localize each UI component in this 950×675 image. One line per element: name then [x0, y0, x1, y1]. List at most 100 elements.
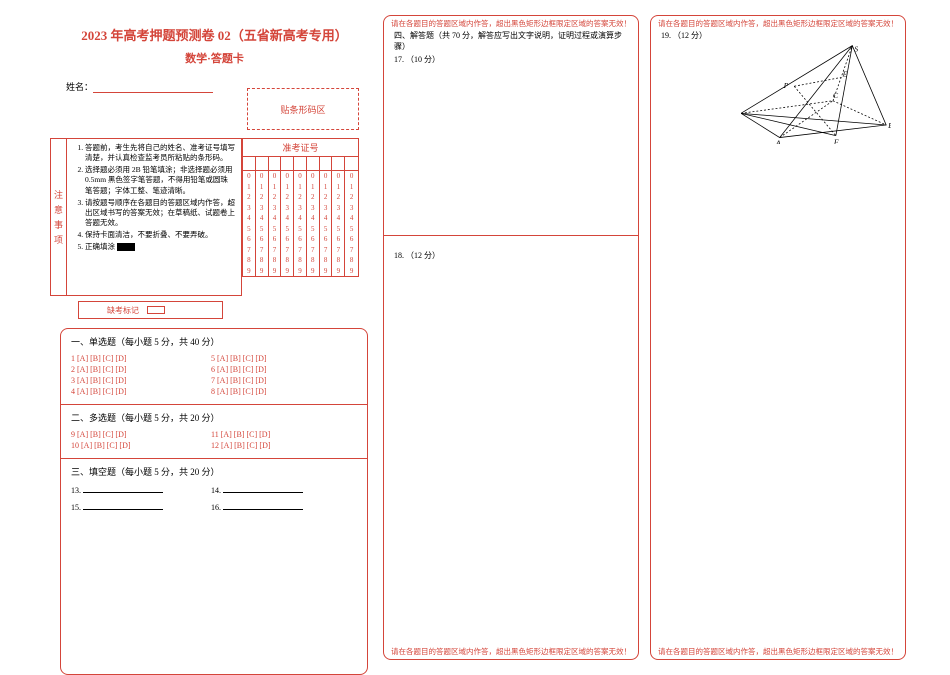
admit-cell[interactable] — [269, 157, 281, 171]
admit-bubble[interactable]: 7 — [256, 245, 268, 256]
admit-bubble[interactable]: 9 — [320, 266, 332, 277]
admit-bubble[interactable]: 8 — [269, 255, 281, 266]
admit-bubble[interactable]: 7 — [307, 245, 319, 256]
admit-bubble[interactable]: 8 — [307, 255, 319, 266]
choice-cell[interactable]: 11 [A] [B] [C] [D] — [211, 430, 351, 439]
admit-bubble[interactable]: 7 — [243, 245, 255, 256]
admit-bubble[interactable]: 3 — [281, 203, 293, 214]
choice-cell[interactable]: 2 [A] [B] [C] [D] — [71, 365, 211, 374]
admit-bubble[interactable]: 5 — [281, 224, 293, 235]
admit-bubble[interactable]: 6 — [345, 234, 358, 245]
admit-bubble[interactable]: 6 — [269, 234, 281, 245]
admit-bubble[interactable]: 0 — [269, 171, 281, 182]
admit-bubble[interactable]: 8 — [294, 255, 306, 266]
admit-bubble[interactable]: 3 — [256, 203, 268, 214]
admit-cell[interactable] — [294, 157, 306, 171]
admit-bubble[interactable]: 6 — [332, 234, 344, 245]
admit-cell[interactable] — [332, 157, 344, 171]
admit-bubble[interactable]: 7 — [269, 245, 281, 256]
admit-bubble[interactable]: 9 — [243, 266, 255, 277]
admit-bubble[interactable]: 2 — [307, 192, 319, 203]
admit-bubble[interactable]: 4 — [243, 213, 255, 224]
admit-bubble[interactable]: 4 — [307, 213, 319, 224]
admit-bubble[interactable]: 6 — [243, 234, 255, 245]
choice-cell[interactable]: 1 [A] [B] [C] [D] — [71, 354, 211, 363]
admit-bubble[interactable]: 8 — [320, 255, 332, 266]
admit-bubble[interactable]: 1 — [243, 182, 255, 193]
admit-bubble[interactable]: 9 — [294, 266, 306, 277]
admit-bubble[interactable]: 0 — [332, 171, 344, 182]
admit-bubble[interactable]: 0 — [294, 171, 306, 182]
choice-cell[interactable]: 8 [A] [B] [C] [D] — [211, 387, 351, 396]
admit-cell[interactable] — [243, 157, 255, 171]
admit-bubble[interactable]: 3 — [294, 203, 306, 214]
admit-bubble[interactable]: 2 — [281, 192, 293, 203]
admit-bubble[interactable]: 8 — [243, 255, 255, 266]
admit-bubble[interactable]: 3 — [243, 203, 255, 214]
admit-cell[interactable] — [345, 157, 358, 171]
admit-cell[interactable] — [320, 157, 332, 171]
admit-bubble[interactable]: 0 — [256, 171, 268, 182]
admit-bubble[interactable]: 4 — [332, 213, 344, 224]
admit-bubble[interactable]: 7 — [320, 245, 332, 256]
admit-bubble[interactable]: 9 — [269, 266, 281, 277]
admit-bubble[interactable]: 4 — [320, 213, 332, 224]
admit-bubble[interactable]: 8 — [281, 255, 293, 266]
admit-bubble[interactable]: 6 — [320, 234, 332, 245]
admit-bubble[interactable]: 3 — [320, 203, 332, 214]
admit-bubble[interactable]: 0 — [345, 171, 358, 182]
admit-bubble[interactable]: 5 — [256, 224, 268, 235]
admit-bubble[interactable]: 1 — [269, 182, 281, 193]
admit-bubble[interactable]: 4 — [345, 213, 358, 224]
admit-bubble[interactable]: 9 — [345, 266, 358, 277]
choice-cell[interactable]: 4 [A] [B] [C] [D] — [71, 387, 211, 396]
admit-bubble[interactable]: 0 — [243, 171, 255, 182]
admit-bubble[interactable]: 6 — [294, 234, 306, 245]
absent-rect[interactable] — [147, 306, 165, 314]
blank-input-line[interactable] — [223, 492, 303, 493]
admit-bubble[interactable]: 3 — [307, 203, 319, 214]
admit-bubble[interactable]: 5 — [243, 224, 255, 235]
admit-bubble[interactable]: 7 — [332, 245, 344, 256]
blank-input-line[interactable] — [83, 492, 163, 493]
choice-cell[interactable]: 9 [A] [B] [C] [D] — [71, 430, 211, 439]
admit-bubble[interactable]: 1 — [345, 182, 358, 193]
admit-bubble[interactable]: 4 — [269, 213, 281, 224]
admit-bubble[interactable]: 2 — [256, 192, 268, 203]
admit-bubble[interactable]: 1 — [307, 182, 319, 193]
admit-cell[interactable] — [281, 157, 293, 171]
admit-bubble[interactable]: 1 — [294, 182, 306, 193]
admit-bubble[interactable]: 5 — [269, 224, 281, 235]
admit-bubble[interactable]: 9 — [281, 266, 293, 277]
admit-bubble[interactable]: 8 — [256, 255, 268, 266]
blank-input-line[interactable] — [223, 509, 303, 510]
admit-bubble[interactable]: 0 — [307, 171, 319, 182]
admit-bubble[interactable]: 5 — [345, 224, 358, 235]
admit-bubble[interactable]: 2 — [294, 192, 306, 203]
admit-bubble[interactable]: 2 — [332, 192, 344, 203]
admit-bubble[interactable]: 1 — [332, 182, 344, 193]
choice-cell[interactable]: 10 [A] [B] [C] [D] — [71, 441, 211, 450]
admit-bubble[interactable]: 3 — [332, 203, 344, 214]
admit-bubble[interactable]: 9 — [307, 266, 319, 277]
admit-bubble[interactable]: 6 — [307, 234, 319, 245]
admit-bubble[interactable]: 5 — [320, 224, 332, 235]
admit-bubble[interactable]: 1 — [320, 182, 332, 193]
choice-cell[interactable]: 6 [A] [B] [C] [D] — [211, 365, 351, 374]
admit-bubble[interactable]: 8 — [345, 255, 358, 266]
admit-cell[interactable] — [307, 157, 319, 171]
blank-input-line[interactable] — [83, 509, 163, 510]
admit-bubble[interactable]: 9 — [332, 266, 344, 277]
admit-bubble[interactable]: 0 — [320, 171, 332, 182]
admit-bubble[interactable]: 5 — [307, 224, 319, 235]
admit-bubble[interactable]: 3 — [345, 203, 358, 214]
admit-bubble[interactable]: 7 — [294, 245, 306, 256]
admit-bubble[interactable]: 2 — [345, 192, 358, 203]
admit-bubble[interactable]: 2 — [243, 192, 255, 203]
choice-cell[interactable]: 3 [A] [B] [C] [D] — [71, 376, 211, 385]
admit-bubble[interactable]: 5 — [294, 224, 306, 235]
admit-bubble[interactable]: 1 — [256, 182, 268, 193]
admit-bubble[interactable]: 1 — [281, 182, 293, 193]
admit-bubble[interactable]: 6 — [256, 234, 268, 245]
choice-cell[interactable]: 5 [A] [B] [C] [D] — [211, 354, 351, 363]
